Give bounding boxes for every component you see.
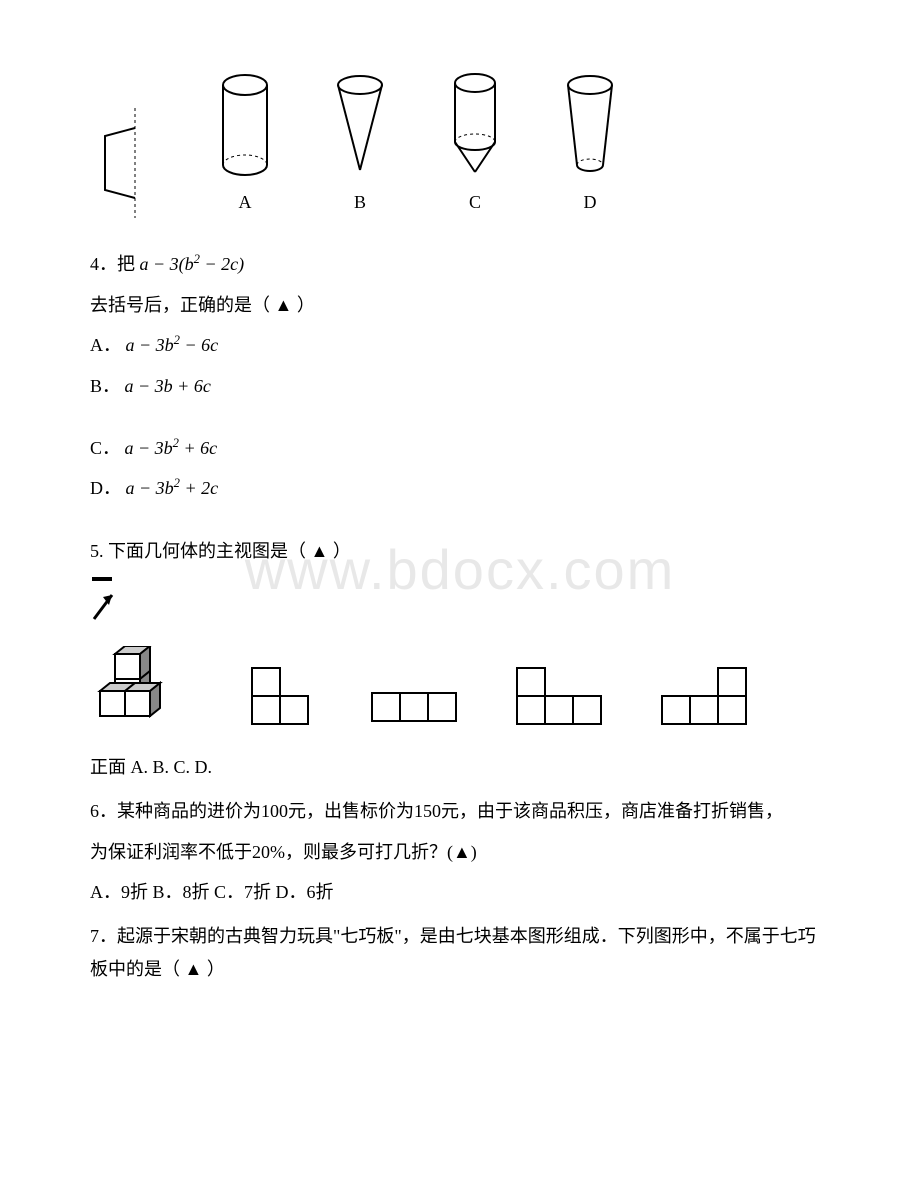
q4-opt-c-expr: a − 3b2 + 6c — [125, 438, 218, 458]
q5-options-row — [90, 646, 830, 736]
q4-line2: 去括号后，正确的是（ ▲ ） — [90, 289, 830, 321]
page-content: A B C — [90, 70, 830, 985]
q3-shape-c: C — [445, 70, 505, 218]
q5-footer: 正面 A. B. C. D. — [90, 751, 830, 783]
q3-reference-shape — [90, 108, 160, 218]
q4-opt-a: A． a − 3b2 − 6c — [90, 329, 830, 361]
q6-line1: 6．某种商品的进价为100元，出售标价为150元，由于该商品积压，商店准备打折销… — [90, 795, 830, 827]
q3-shape-a: A — [215, 70, 275, 218]
q3-shape-b: B — [330, 70, 390, 218]
q4-prefix: 4．把 — [90, 254, 135, 274]
q7-line1: 7．起源于宋朝的古典智力玩具"七巧板"，是由七块基本图形组成．下列图形中，不属于… — [90, 920, 830, 985]
q3-label-b: B — [354, 186, 366, 218]
q4-opt-d-expr: a − 3b2 + 2c — [126, 478, 219, 498]
q3-label-c: C — [469, 186, 481, 218]
q6-line2: 为保证利润率不低于20%，则最多可打几折？(▲) — [90, 836, 830, 868]
q5-opt-d — [660, 666, 755, 736]
q5-arrow — [90, 575, 830, 635]
q4-opt-d: D． a − 3b2 + 2c — [90, 472, 830, 504]
q4-line1: 4．把 a − 3(b2 − 2c) — [90, 248, 830, 280]
q3-shape-d: D — [560, 70, 620, 218]
q4-opt-b: B． a − 3b + 6c — [90, 370, 830, 402]
q4-expr: a − 3(b2 − 2c) — [140, 254, 245, 274]
q5-opt-a — [250, 666, 320, 736]
q6-options: A．9折 B．8折 C．7折 D．6折 — [90, 876, 830, 908]
q4-opt-c: C． a − 3b2 + 6c — [90, 432, 830, 464]
q4-opt-a-expr: a − 3b2 − 6c — [126, 335, 219, 355]
q4-opt-b-expr: a − 3b + 6c — [125, 376, 211, 396]
q3-label-a: A — [239, 186, 252, 218]
q5-opt-b — [370, 691, 465, 736]
q3-label-d: D — [584, 186, 597, 218]
q5-text: 5. 下面几何体的主视图是（ ▲ ） — [90, 535, 830, 567]
q5-opt-c — [515, 666, 610, 736]
q3-shapes-row: A B C — [90, 70, 830, 218]
q5-solid — [90, 646, 200, 736]
